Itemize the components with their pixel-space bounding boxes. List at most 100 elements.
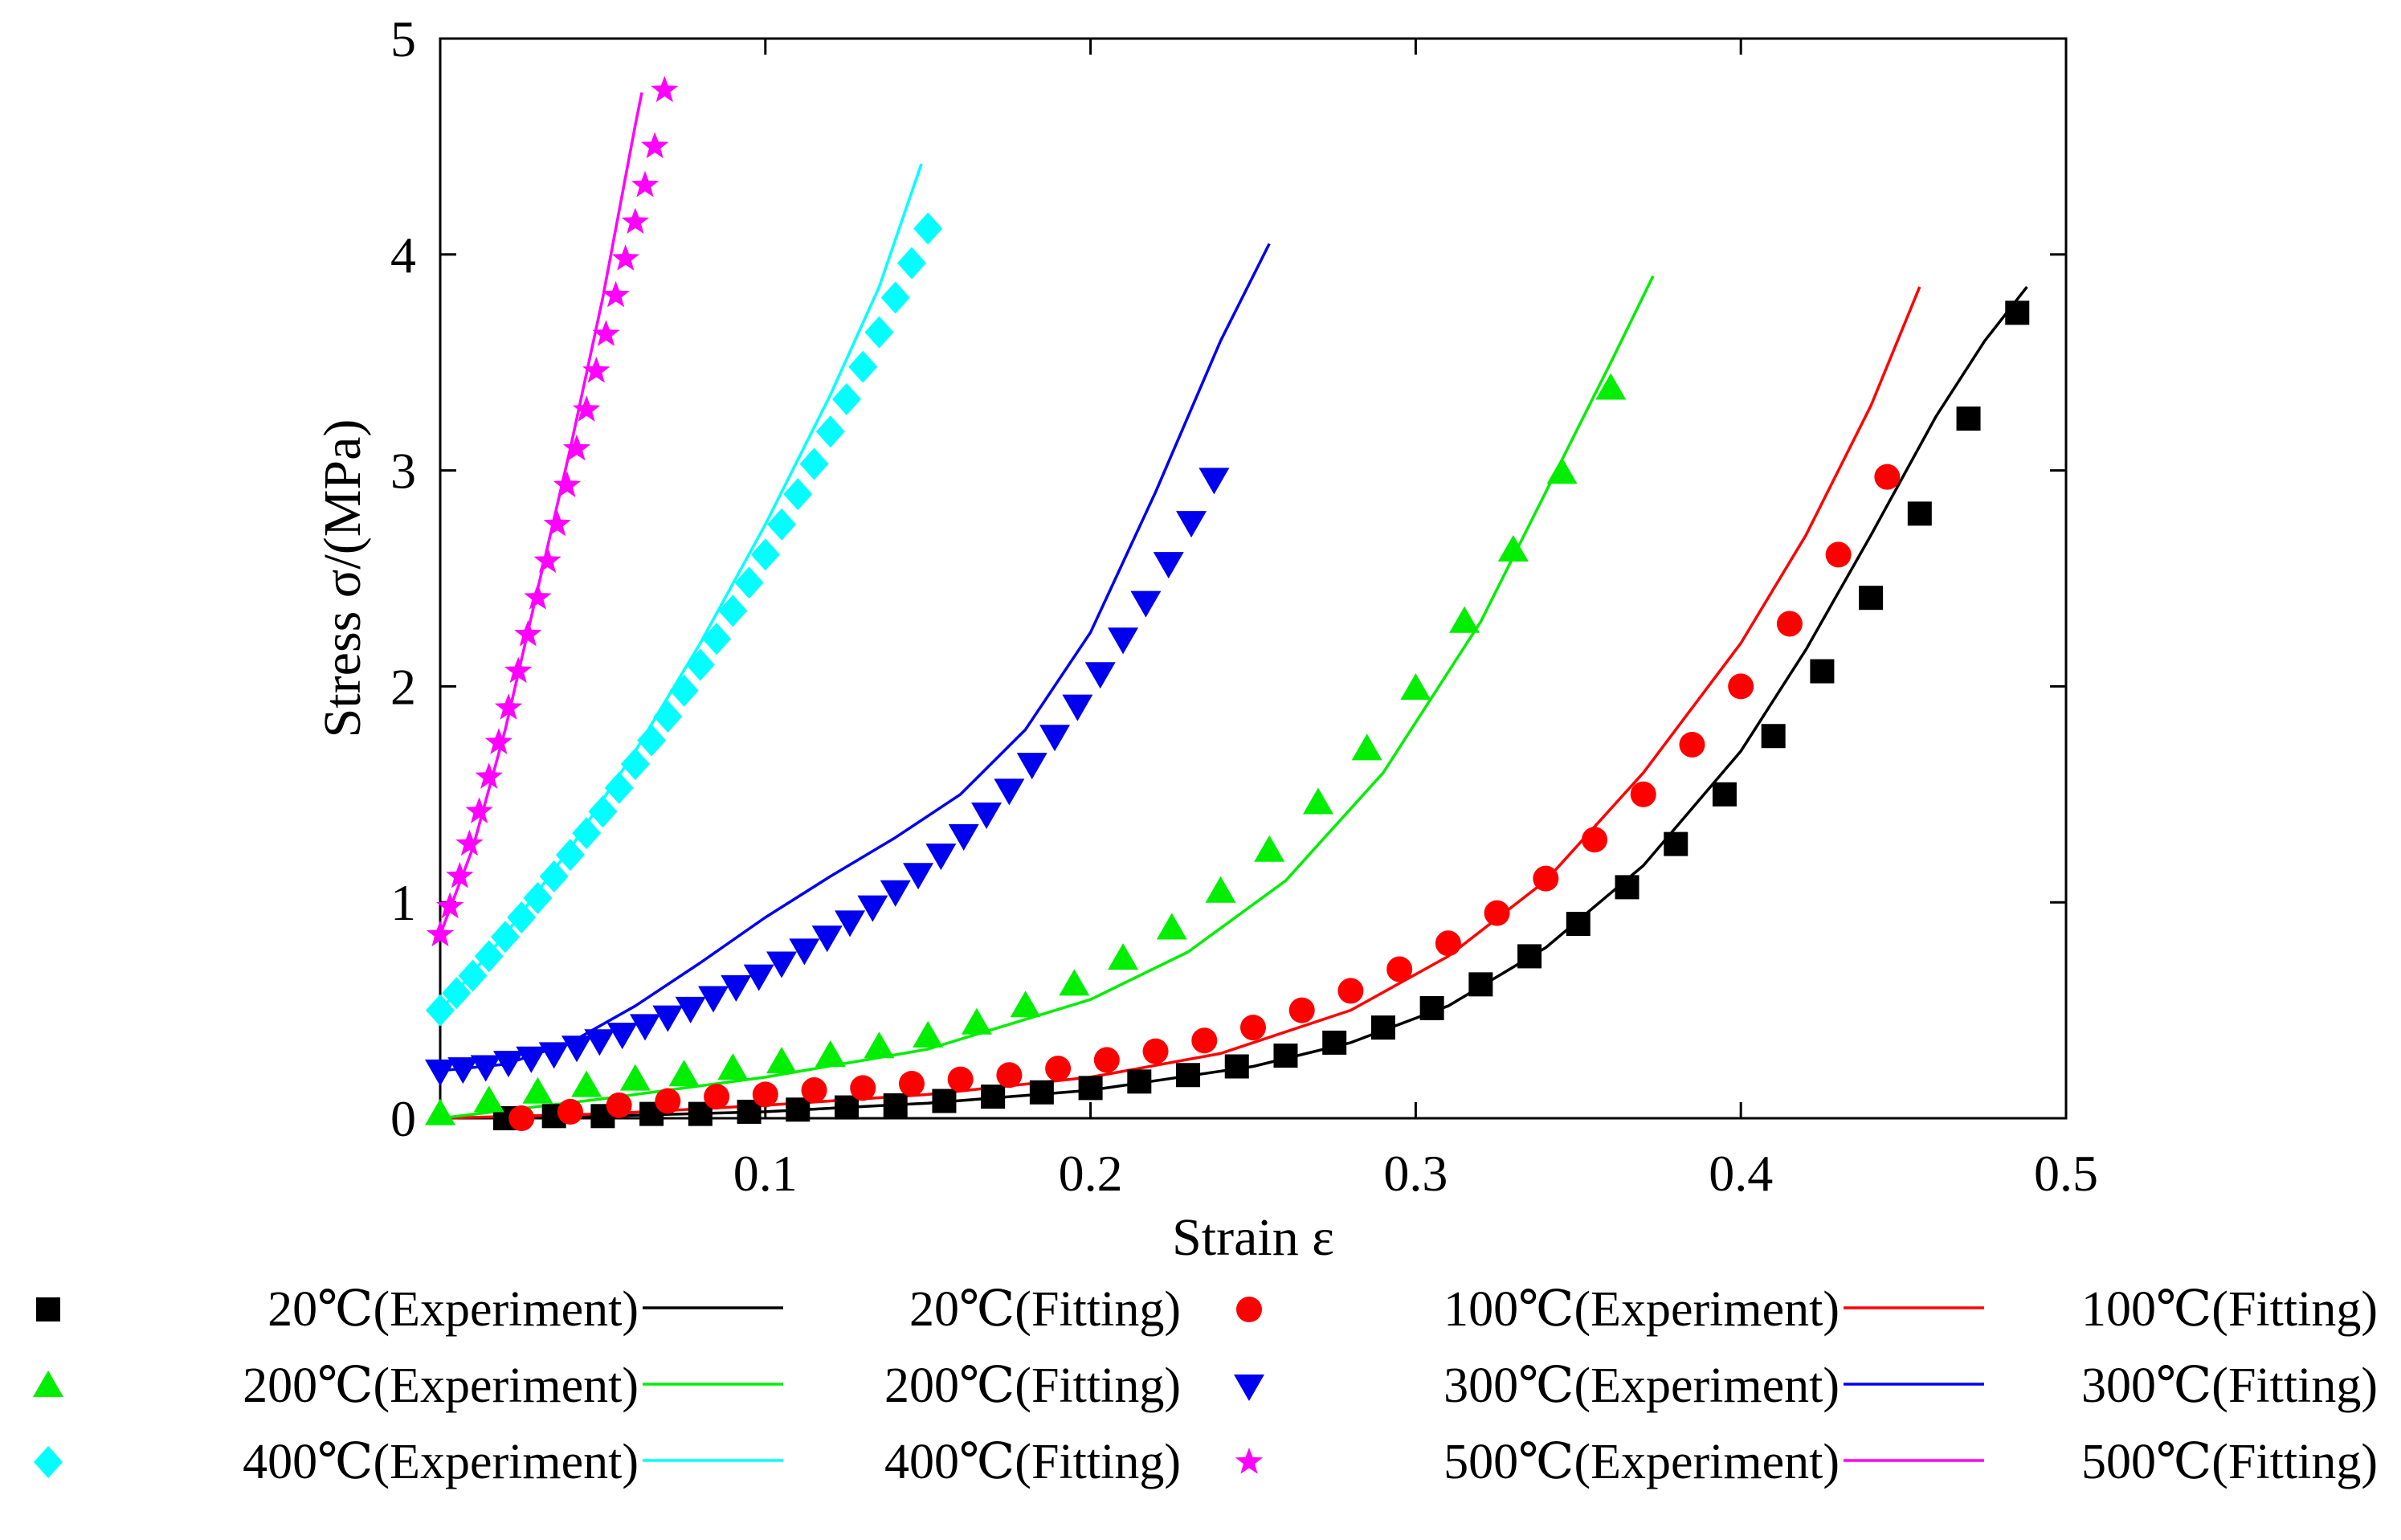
exp-point-400c [507, 901, 537, 934]
exp-point-300c [447, 1057, 479, 1085]
exp-point-400c [669, 674, 699, 707]
exp-point-300c [925, 844, 957, 871]
legend-marker-400c [34, 1446, 63, 1478]
exp-point-100c [1484, 900, 1510, 926]
exp-point-20c [786, 1097, 811, 1122]
exp-point-300c [903, 863, 934, 890]
exp-point-100c [947, 1066, 974, 1093]
exp-point-20c [1322, 1030, 1347, 1055]
exp-point-100c [655, 1088, 681, 1114]
exp-point-100c [850, 1075, 876, 1101]
exp-point-200c [1546, 457, 1578, 484]
exp-point-100c [1093, 1047, 1120, 1073]
exp-point-200c [1302, 787, 1333, 815]
exp-point-300c [606, 1023, 638, 1050]
exp-point-400c [750, 538, 780, 571]
exp-point-20c [1127, 1069, 1152, 1094]
exp-point-500c [621, 207, 649, 234]
plot-frame [439, 37, 2068, 1120]
exp-point-100c [898, 1070, 925, 1097]
exp-point-500c [543, 509, 571, 537]
exp-point-500c [533, 546, 561, 574]
exp-point-100c [1142, 1038, 1169, 1064]
exp-point-20c [1517, 944, 1542, 969]
exp-point-100c [1582, 827, 1608, 853]
exp-point-400c [815, 415, 845, 448]
exp-point-400c [783, 478, 813, 511]
exp-point-300c [880, 880, 911, 907]
fitting-lines [439, 92, 2028, 1120]
exp-point-500c [465, 797, 493, 823]
y-tick-label: 0 [390, 1090, 416, 1147]
exp-point-300c [971, 802, 1002, 829]
axis-ticks: 0.1 0.2 0.3 0.4 0.5 0 1 2 3 4 5 [390, 10, 2098, 1202]
legend-label-500c-fitting: 500℃(Fitting) [2081, 1435, 2378, 1489]
exp-point-200c [1497, 535, 1529, 562]
exp-point-300c [1039, 725, 1071, 752]
exp-point-300c [1198, 468, 1230, 495]
exp-point-400c [426, 994, 455, 1027]
legend-label-100c-fitting: 100℃(Fitting) [2081, 1282, 2378, 1337]
exp-point-20c [1078, 1076, 1103, 1101]
exp-point-200c [1156, 913, 1187, 940]
exp-point-20c [1956, 406, 1981, 431]
fit-line-400c [439, 163, 923, 1011]
exp-point-100c [801, 1077, 827, 1104]
exp-point-20c [1370, 1015, 1395, 1040]
exp-point-300c [766, 951, 798, 978]
exp-point-300c [835, 910, 866, 937]
exp-point-100c [1874, 464, 1901, 490]
exp-point-400c [799, 447, 829, 480]
legend-label-400c-experiment: 400℃(Experiment) [243, 1435, 639, 1489]
exp-point-300c [994, 778, 1025, 806]
exp-point-400c [637, 724, 667, 757]
exp-point-300c [630, 1014, 661, 1041]
exp-point-500c [504, 656, 533, 684]
exp-point-300c [1176, 511, 1207, 538]
exp-point-200c [1351, 733, 1382, 761]
exp-point-300c [1016, 753, 1047, 780]
exp-point-400c [588, 795, 618, 828]
exp-point-300c [584, 1029, 615, 1056]
exp-point-400c [913, 212, 943, 245]
exp-point-500c [514, 619, 542, 647]
exp-point-500c [475, 762, 503, 789]
exp-point-200c [522, 1076, 553, 1104]
exp-point-300c [493, 1051, 525, 1078]
legend-marker-20c [36, 1297, 60, 1321]
legend-label-20c-experiment: 20℃(Experiment) [267, 1282, 639, 1337]
exp-point-200c [1254, 835, 1285, 862]
x-tick-label: 0.3 [1383, 1145, 1448, 1202]
fit-line-100c [439, 286, 1921, 1120]
exp-point-500c [524, 583, 552, 610]
exp-point-400c [523, 881, 553, 914]
exp-point-500c [641, 132, 669, 158]
exp-point-500c [582, 357, 610, 383]
exp-point-300c [675, 996, 706, 1023]
exp-point-300c [561, 1036, 593, 1063]
exp-point-20c [1224, 1054, 1249, 1079]
exp-point-500c [494, 693, 523, 720]
x-axis-label: Strain ε [1172, 1208, 1334, 1267]
exp-point-20c [1176, 1063, 1201, 1088]
exp-point-500c [573, 395, 601, 422]
exp-point-400c [880, 281, 910, 314]
exp-point-20c [1615, 875, 1639, 900]
exp-point-500c [553, 471, 581, 497]
exp-point-200c [864, 1031, 895, 1059]
exp-point-200c [1205, 876, 1236, 903]
exp-point-200c [815, 1040, 846, 1068]
exp-point-100c [704, 1084, 730, 1110]
exp-point-20c [883, 1093, 908, 1117]
exp-point-400c [685, 648, 715, 681]
exp-point-500c [426, 920, 455, 947]
exp-point-300c [743, 964, 774, 991]
exp-point-100c [1630, 781, 1656, 807]
legend-marker-300c [1234, 1375, 1264, 1401]
exp-point-500c [455, 829, 484, 856]
exp-point-400c [539, 860, 569, 893]
exp-point-500c [484, 728, 512, 754]
x-tick-label: 0.5 [2034, 1145, 2098, 1202]
exp-point-400c [734, 566, 764, 599]
